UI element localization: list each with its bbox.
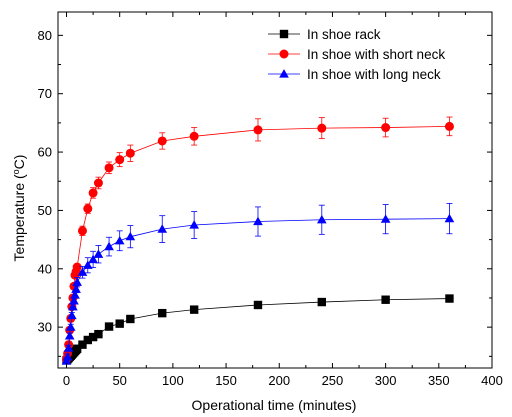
y-tick-label: 80 <box>38 28 52 43</box>
y-axis-title-prefix: Temperature ( <box>11 174 27 261</box>
data-point <box>77 267 88 276</box>
data-point <box>70 290 80 299</box>
data-point <box>316 214 327 224</box>
data-point <box>253 216 263 226</box>
series-square-group <box>62 294 454 365</box>
legend-marker <box>279 49 289 59</box>
legend-marker <box>279 29 289 39</box>
data-point <box>125 148 135 158</box>
data-point <box>78 340 87 349</box>
data-point <box>157 224 168 233</box>
data-point <box>126 314 135 324</box>
series-line <box>66 125 450 360</box>
data-point <box>114 235 125 245</box>
data-point <box>88 254 98 264</box>
legend-label: In shoe with short neck <box>307 47 445 62</box>
x-tick-label: 350 <box>428 373 450 388</box>
data-point <box>157 136 167 146</box>
data-point <box>83 335 92 345</box>
series-triangle-group <box>61 203 455 365</box>
x-tick-label: 150 <box>215 373 237 388</box>
data-point <box>62 352 73 361</box>
data-point <box>82 260 93 269</box>
data-point <box>88 332 98 342</box>
data-point <box>125 231 136 241</box>
data-point <box>189 131 199 141</box>
x-tick-label: 400 <box>481 373 503 388</box>
data-point <box>104 241 114 251</box>
data-point <box>317 297 327 307</box>
data-point <box>63 343 74 352</box>
y-tick-label: 70 <box>38 86 52 101</box>
data-point <box>93 249 104 258</box>
data-point <box>189 220 199 229</box>
data-point <box>115 155 125 165</box>
data-point <box>64 331 75 340</box>
data-point <box>65 322 76 331</box>
y-tick-label: 60 <box>38 145 52 160</box>
legend: In shoe rack In shoe with short neck In sh… <box>268 27 445 82</box>
y-tick-label: 40 <box>38 261 52 276</box>
data-point <box>158 308 167 318</box>
x-tick-label: 300 <box>375 373 397 388</box>
data-point <box>88 188 98 198</box>
data-point <box>72 277 82 286</box>
x-tick-label: 100 <box>162 373 184 388</box>
data-point <box>189 305 199 314</box>
data-point <box>77 226 87 236</box>
x-tick-label: 0 <box>63 373 70 388</box>
data-point <box>253 125 263 135</box>
data-point <box>94 329 103 339</box>
plot-area <box>57 11 493 369</box>
data-point <box>444 121 454 131</box>
data-point <box>66 310 77 320</box>
legend-label: In shoe rack <box>307 27 381 42</box>
data-point <box>253 300 263 310</box>
y-axis: 30 40 50 60 70 80 <box>38 28 492 357</box>
x-axis: 0 50 100 150 200 250 300 350 400 <box>63 12 503 388</box>
y-axis-title: Temperature (oC) <box>11 155 27 262</box>
data-point <box>69 296 79 305</box>
data-point <box>381 295 390 304</box>
data-point <box>72 344 82 353</box>
x-tick-label: 200 <box>268 373 290 388</box>
x-tick-label: 50 <box>112 373 126 388</box>
data-point <box>83 204 93 214</box>
data-point <box>104 163 114 173</box>
legend-marker <box>279 69 289 78</box>
data-point <box>445 294 454 303</box>
data-point <box>68 301 78 311</box>
data-point <box>444 213 455 223</box>
y-axis-title-degree: o <box>11 169 21 174</box>
data-point <box>381 123 391 133</box>
y-tick-label: 50 <box>38 203 52 218</box>
data-point <box>317 123 327 133</box>
y-axis-title-suffix: C) <box>11 155 27 170</box>
data-point <box>93 178 103 188</box>
legend-label: In shoe with long neck <box>307 67 441 82</box>
data-point <box>104 322 114 331</box>
y-tick-label: 30 <box>38 320 52 335</box>
data-point <box>115 319 124 328</box>
data-point <box>380 214 391 223</box>
x-tick-label: 250 <box>322 373 344 388</box>
data-point <box>72 262 82 272</box>
plot-frame <box>57 11 493 369</box>
data-point <box>71 284 81 293</box>
x-axis-title: Operational time (minutes) <box>192 397 357 413</box>
series-line <box>66 218 450 362</box>
